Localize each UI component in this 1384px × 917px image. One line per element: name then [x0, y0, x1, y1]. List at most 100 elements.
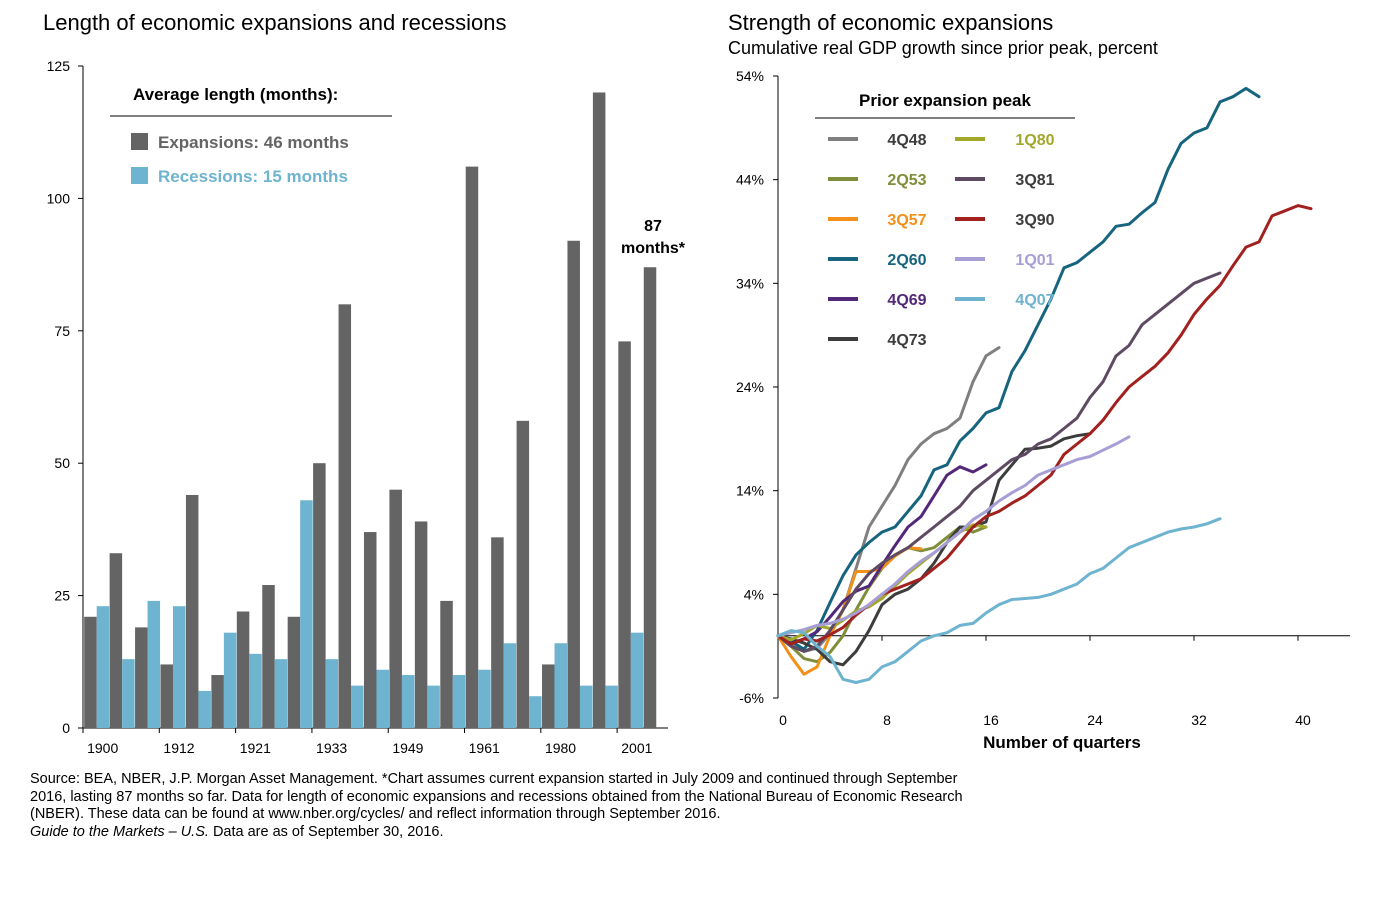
right-x-axis-title: Number of quarters: [983, 733, 1141, 752]
expansion-bar: [160, 664, 174, 728]
right-y-tick-label: 4%: [744, 586, 764, 602]
right-chart-title: Strength of economic expansions: [728, 10, 1054, 35]
series-line-2q60: [776, 86, 1261, 651]
expansion-bar: [135, 627, 148, 728]
left-legend: Average length (months): Expansions: 46 …: [110, 85, 392, 186]
expansion-bar: [84, 616, 97, 728]
current-expansion-annotation-unit: months*: [621, 240, 686, 257]
legend-label-3q90: 3Q90: [1015, 212, 1054, 229]
right-y-tick-label: 14%: [736, 483, 764, 499]
left-x-tick-label: 1933: [316, 740, 347, 756]
source-line-1: Source: BEA, NBER, J.P. Morgan Asset Man…: [30, 771, 958, 787]
right-x-tick-label: 32: [1191, 712, 1207, 728]
expansion-bar: [313, 463, 326, 728]
series-line-1q80: [776, 523, 988, 642]
recession-bar: [173, 606, 186, 728]
recession-bar: [427, 685, 440, 728]
legend-label-4q69: 4Q69: [887, 292, 926, 309]
right-y-tick-label: -6%: [739, 690, 764, 706]
recession-bar: [249, 653, 262, 728]
recession-bar: [452, 675, 466, 728]
expansion-bar: [338, 304, 352, 728]
guide-date-note: Data are as of September 30, 2016.: [208, 823, 444, 840]
left-x-tick-label: 1900: [87, 740, 118, 756]
left-legend-header: Average length (months):: [133, 85, 338, 104]
recession-bar: [274, 659, 288, 728]
left-y-tick-label: 125: [47, 58, 71, 74]
expansion-bar: [109, 553, 123, 728]
recession-bar: [351, 685, 364, 728]
expansion-bar: [465, 166, 479, 728]
left-y-tick-label: 25: [54, 588, 70, 604]
recession-bar: [96, 606, 110, 728]
legend-label-2q53: 2Q53: [887, 172, 926, 189]
left-chart-title: Length of economic expansions and recess…: [43, 10, 507, 35]
series-line-1q01: [776, 435, 1131, 638]
left-y-tick-label: 0: [62, 720, 70, 736]
recession-bar: [554, 643, 568, 728]
recession-bar: [325, 659, 339, 728]
guide-title: Guide to the Markets – U.S.: [30, 823, 209, 840]
right-chart-subtitle: Cumulative real GDP growth since prior p…: [728, 38, 1158, 58]
left-y-tick-label: 100: [47, 190, 71, 206]
expansion-bar: [211, 675, 224, 728]
recession-bar: [605, 685, 618, 728]
right-y-tick-label: 34%: [736, 275, 764, 291]
recessions-legend-label: Recessions: 15 months: [158, 167, 348, 186]
recession-bar: [198, 690, 211, 728]
series-line-4q07: [776, 517, 1222, 684]
recession-bar: [147, 600, 161, 728]
expansion-bar: [567, 240, 580, 728]
recession-bar: [223, 632, 237, 728]
expansion-bar: [618, 341, 631, 728]
left-x-tick-label: 2001: [621, 740, 652, 756]
right-y-tick-label: 54%: [736, 68, 764, 84]
left-x-tick-label: 1949: [392, 740, 423, 756]
left-x-tick-label: 1921: [240, 740, 271, 756]
right-x-tick-label: 16: [983, 712, 999, 728]
expansion-bar: [185, 494, 199, 728]
recession-bar: [630, 632, 644, 728]
source-line-2: 2016, lasting 87 months so far. Data for…: [30, 788, 963, 805]
left-x-tick-label: 1961: [469, 740, 500, 756]
recession-bar: [503, 643, 517, 728]
legend-label-3q81: 3Q81: [1015, 172, 1054, 189]
recession-bar: [122, 659, 135, 728]
right-x-tick-label: 8: [883, 712, 891, 728]
series-line-3q90: [776, 204, 1313, 646]
recession-bar: [579, 685, 593, 728]
left-x-tick-label: 1912: [163, 740, 194, 756]
expansion-recession-bar-chart: 0 25 50 75 100 125 1900 1912 1921 1933 1949 1961 198…: [47, 58, 668, 756]
recession-bar: [529, 696, 542, 728]
series-line-4q73: [776, 432, 1092, 667]
right-y-tick-label: 24%: [736, 379, 764, 395]
recession-bar: [376, 669, 389, 728]
expansion-bar: [287, 616, 301, 728]
expansion-bar: [363, 532, 377, 728]
recession-bar: [401, 675, 415, 728]
source-line-4: Guide to the Markets – U.S. Data are as …: [30, 824, 1120, 842]
left-x-tick-label: 1980: [545, 740, 576, 756]
left-y-tick-label: 75: [54, 323, 70, 339]
expansions-swatch: [131, 133, 148, 150]
legend-label-3q57: 3Q57: [887, 212, 926, 229]
expansion-bar: [542, 664, 555, 728]
series-line-3q81: [776, 271, 1222, 653]
legend-label-2q60: 2Q60: [887, 252, 926, 269]
expansion-bar: [440, 600, 453, 728]
expansions-legend-label: Expansions: 46 months: [158, 133, 349, 152]
right-legend: Prior expansion peak 4Q48 2Q53 3Q57 2Q60 4Q6…: [815, 91, 1075, 349]
left-y-tick-label: 50: [54, 455, 70, 471]
source-line-3: (NBER). These data can be found at www.n…: [30, 806, 721, 822]
recession-bar: [300, 500, 313, 728]
expansion-bar: [592, 92, 606, 729]
legend-label-4q73: 4Q73: [887, 332, 926, 349]
expansion-bar: [236, 611, 250, 728]
right-x-tick-label: 40: [1295, 712, 1311, 728]
source-footnote: Source: BEA, NBER, J.P. Morgan Asset Man…: [30, 771, 1120, 841]
legend-label-4q48: 4Q48: [887, 132, 926, 149]
legend-label-4q07: 4Q07: [1015, 292, 1054, 309]
legend-label-1q80: 1Q80: [1015, 132, 1054, 149]
right-x-tick-label: 0: [779, 712, 787, 728]
